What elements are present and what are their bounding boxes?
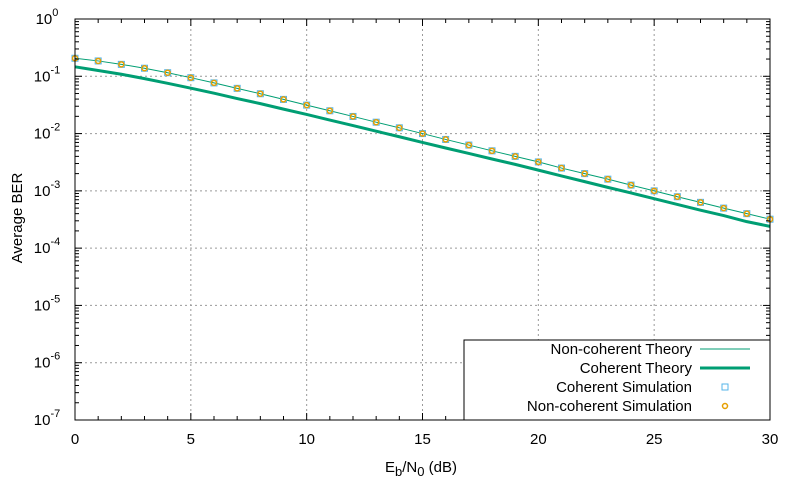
y-tick-label: 10-2 — [34, 122, 60, 143]
y-tick-exponent: -2 — [50, 122, 60, 134]
series-layer — [71, 54, 774, 228]
data-point-circle — [442, 136, 449, 143]
y-tick-base: 10 — [36, 11, 53, 28]
y-tick-label: 100 — [36, 7, 59, 28]
data-point-circle — [372, 118, 380, 126]
data-point-circle — [674, 193, 681, 200]
y-tick-label: 10-6 — [34, 351, 60, 372]
legend-box — [463, 339, 771, 421]
data-point-circle — [280, 96, 287, 103]
x-tick-label: 25 — [646, 431, 663, 448]
y-tick-exponent: -5 — [50, 293, 60, 305]
y-tick-base: 10 — [34, 355, 51, 372]
series-line-non-coherent-theory — [74, 57, 771, 220]
legend-label: Coherent Theory — [580, 360, 693, 377]
y-tick-exponent: -3 — [50, 179, 60, 191]
y-tick-exponent: -4 — [50, 236, 60, 248]
y-tick-base: 10 — [34, 412, 51, 429]
x-tick-labels: 0 5 10 15 20 25 30 — [71, 431, 779, 448]
data-point-circle — [604, 175, 612, 183]
y-tick-label: 10-7 — [34, 408, 60, 429]
data-point-circle — [419, 130, 426, 137]
y-tick-base: 10 — [34, 68, 51, 85]
data-point-circle — [535, 158, 542, 166]
data-point-circle — [303, 101, 310, 109]
legend-swatch-square — [721, 383, 729, 391]
x-tick-label: 30 — [762, 431, 779, 448]
x-tick-label: 5 — [187, 431, 195, 448]
legend-item-non-coherent-theory: Non-coherent Theory — [551, 341, 750, 358]
y-tick-base: 10 — [34, 126, 51, 143]
y-axis-label: Average BER — [9, 173, 26, 264]
data-point-circle — [465, 141, 473, 149]
data-point-circle — [326, 107, 334, 115]
data-point-circle — [558, 164, 565, 172]
legend-item-non-coherent-simulation: Non-coherent Simulation — [527, 398, 729, 415]
data-point-circle — [743, 210, 751, 217]
series-non-coherent-theory — [74, 57, 771, 220]
y-tick-label: 10-5 — [34, 293, 60, 314]
y-tick-exponent: 0 — [52, 7, 58, 19]
series-coherent-theory — [74, 65, 771, 228]
x-axis-label: Eb/N0 (dB) — [385, 459, 457, 479]
y-tick-label: 10-4 — [34, 236, 60, 257]
data-point-circle — [627, 181, 635, 189]
data-point-circle — [141, 64, 148, 72]
y-tick-base: 10 — [34, 183, 51, 200]
data-point-circle — [511, 153, 519, 160]
data-point-circle — [720, 204, 727, 212]
y-tick-base: 10 — [34, 297, 51, 314]
legend: Non-coherent Theory Coherent Theory Cohere… — [463, 339, 771, 421]
legend-label: Coherent Simulation — [556, 379, 692, 396]
data-point-circle — [396, 124, 403, 132]
series-line-coherent-theory — [74, 65, 771, 228]
legend-item-coherent-simulation: Coherent Simulation — [556, 379, 729, 396]
data-point-circle — [349, 113, 357, 120]
y-tick-label: 10-3 — [34, 179, 60, 200]
y-tick-exponent: -7 — [50, 408, 60, 420]
x-tick-label: 10 — [298, 431, 315, 448]
legend-label: Non-coherent Theory — [551, 341, 693, 358]
series-non-coherent-simulation — [71, 55, 774, 223]
data-point-circle — [488, 147, 496, 155]
y-tick-exponent: -6 — [50, 351, 60, 363]
legend-item-coherent-theory: Coherent Theory — [580, 360, 750, 377]
y-tick-label: 10-1 — [34, 64, 60, 85]
y-tick-exponent: -1 — [50, 64, 60, 76]
data-point-circle — [650, 187, 658, 195]
grid-lines — [75, 19, 770, 420]
legend-swatch-circle — [721, 402, 729, 410]
data-point-circle — [94, 57, 102, 65]
data-point-circle — [187, 74, 195, 81]
x-tick-label: 15 — [414, 431, 431, 448]
data-point-circle — [697, 199, 704, 206]
legend-label: Non-coherent Simulation — [527, 398, 692, 415]
data-point-circle — [164, 69, 171, 76]
x-tick-label: 20 — [530, 431, 547, 448]
data-point-circle — [233, 85, 241, 92]
data-point-circle — [581, 170, 588, 177]
data-point-circle — [118, 61, 125, 68]
x-tick-label: 0 — [71, 431, 79, 448]
y-tick-base: 10 — [34, 240, 51, 257]
data-point-circle — [210, 79, 218, 87]
data-point-circle — [257, 90, 264, 97]
